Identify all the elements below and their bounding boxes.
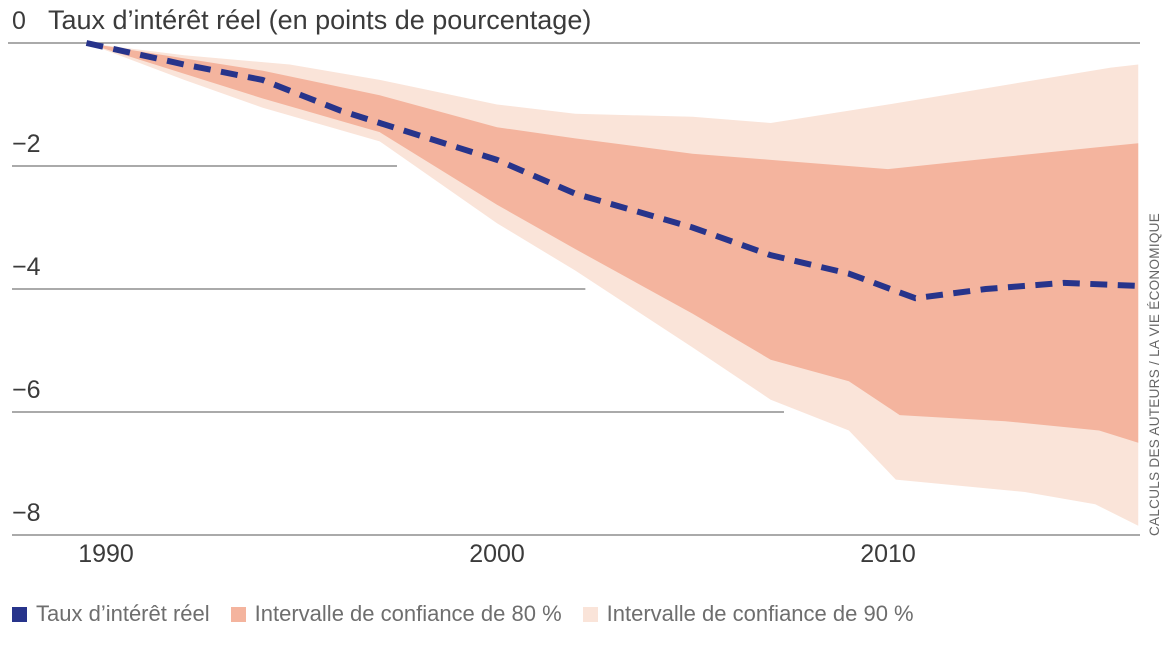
legend: Taux d’intérêt réel Intervalle de confia… (12, 601, 914, 627)
real-rate-line (85, 40, 1139, 302)
x-tick-label-2010: 2010 (860, 540, 916, 568)
legend-label-ci80: Intervalle de confiance de 80 % (254, 601, 562, 626)
chart-title: Taux d’intérêt réel (en points de pource… (48, 5, 592, 35)
legend-swatch-rate-icon (12, 606, 27, 622)
legend-label-ci90: Intervalle de confiance de 90 % (606, 601, 914, 626)
x-tick-label-1990: 1990 (78, 540, 134, 568)
band-80pct (86, 43, 1139, 443)
band-90pct (86, 43, 1139, 526)
x-tick-label-2000: 2000 (469, 540, 525, 568)
legend-swatch-ci80-icon (230, 606, 246, 622)
y-tick-label-−2: −2 (12, 130, 41, 158)
y-tick-label-−4: −4 (12, 253, 41, 281)
credit-text: CALCULS DES AUTEURS / LA VIE ÉCONOMIQUE (1147, 212, 1162, 536)
legend-item-ci90: Intervalle de confiance de 90 % (582, 601, 914, 627)
legend-item-rate: Taux d’intérêt réel (12, 601, 210, 627)
y-tick-label-−6: −6 (12, 376, 41, 404)
y-tick-label-−8: −8 (12, 499, 41, 527)
legend-item-ci80: Intervalle de confiance de 80 % (230, 601, 562, 627)
y-tick-label-0: 0 (12, 7, 26, 35)
legend-swatch-ci90-icon (582, 606, 598, 622)
legend-label-rate: Taux d’intérêt réel (36, 601, 210, 626)
